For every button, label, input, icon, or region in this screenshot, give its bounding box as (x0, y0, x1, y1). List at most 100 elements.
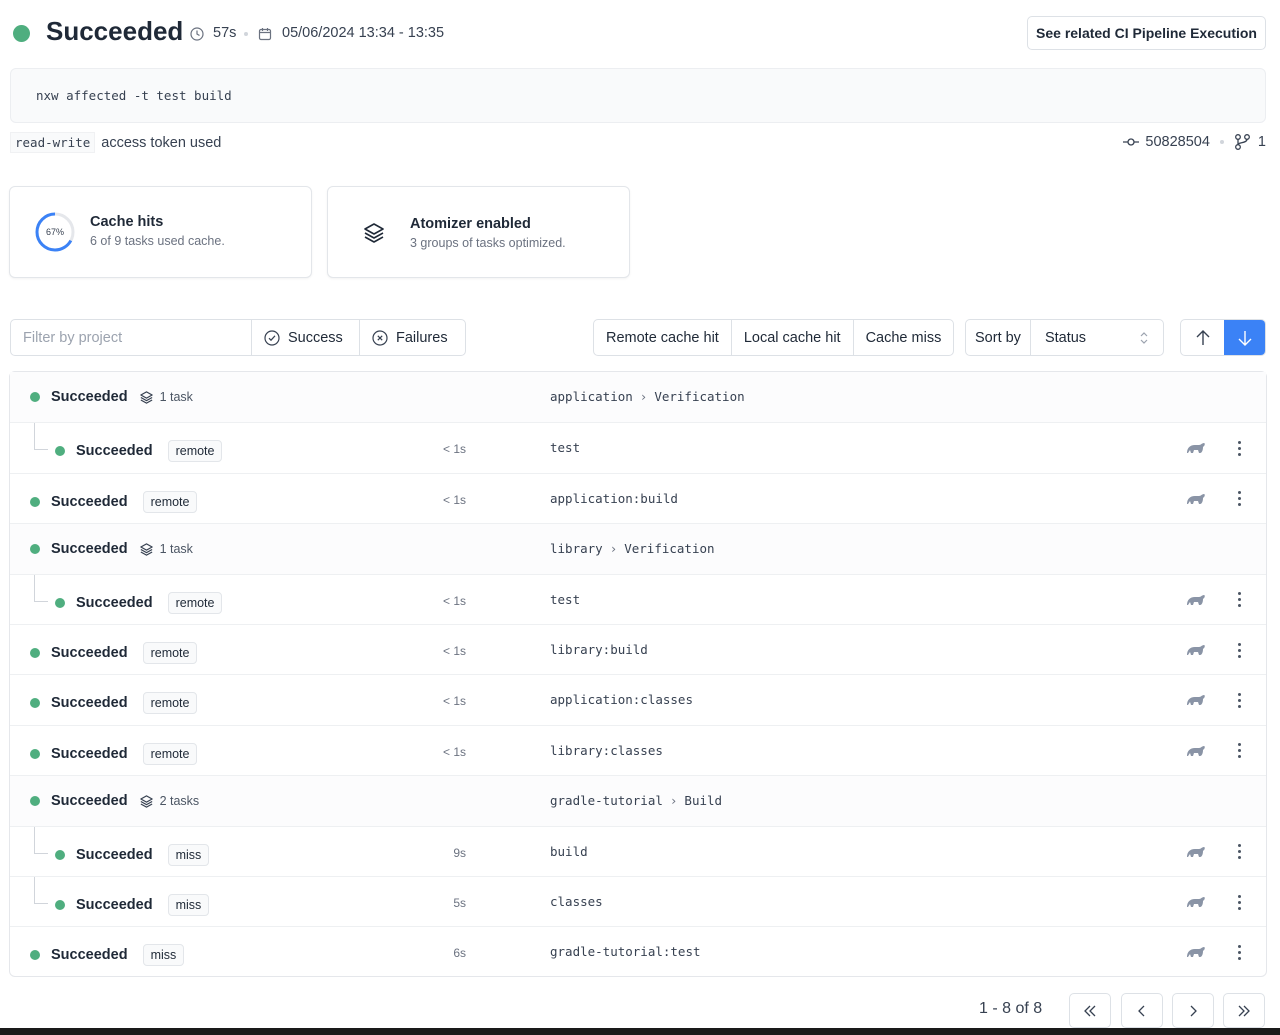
task-target[interactable]: application:classes (550, 692, 693, 707)
arrow-up-icon (1196, 329, 1209, 345)
task-row[interactable]: Succeeded remote < 1s library:classes (10, 724, 1266, 775)
gradle-icon (1187, 947, 1205, 958)
chevron-right-icon: › (639, 389, 648, 404)
remote-cache-hit-filter[interactable]: Remote cache hit (606, 329, 719, 346)
task-target[interactable]: test (550, 592, 580, 607)
task-row[interactable]: Succeeded remote < 1s library:build (10, 624, 1266, 674)
cache-badge: miss (167, 894, 210, 916)
status-label: Succeeded (76, 897, 153, 913)
more-options-icon[interactable] (1234, 891, 1244, 913)
success-filter-button[interactable]: Success (251, 320, 359, 355)
cache-badge: remote (142, 490, 198, 513)
task-target[interactable]: library:build (550, 642, 648, 657)
status-dot (30, 950, 40, 961)
status-dot (55, 849, 65, 860)
status: Succeeded remote (30, 642, 198, 664)
cache-miss-filter[interactable]: Cache miss (852, 320, 954, 355)
task-group-row[interactable]: Succeeded 1 task application › Verification (10, 372, 1266, 423)
gradle-icon (1187, 493, 1205, 504)
status-dot (55, 446, 65, 457)
task-target[interactable]: classes (550, 894, 603, 909)
target-name: gradle-tutorial:test (550, 944, 701, 960)
gradle-icon (1187, 594, 1205, 605)
task-row[interactable]: Succeeded miss 9s build (10, 825, 1266, 876)
task-count: 1 task (139, 542, 193, 557)
previous-page-button[interactable] (1121, 993, 1163, 1028)
more-options-icon[interactable] (1234, 841, 1244, 863)
local-cache-hit-filter[interactable]: Local cache hit (730, 320, 853, 355)
page-title: Succeeded (46, 16, 184, 46)
duration: 57s (213, 25, 237, 41)
task-target[interactable]: test (550, 440, 580, 455)
sort-ascending-button[interactable] (1181, 320, 1224, 355)
task-row[interactable]: Succeeded miss 6s gradle-tutorial:test (10, 926, 1266, 976)
filter-by-project-input[interactable]: Filter by project (23, 329, 123, 346)
status: Succeeded remote (55, 440, 223, 463)
task-row[interactable]: Succeeded remote < 1s test (10, 422, 1266, 472)
status: Succeeded 2 tasks (30, 793, 199, 809)
command-box: nxw affected -t test build (10, 68, 1266, 123)
status: Succeeded remote (30, 490, 198, 513)
task-group-row[interactable]: Succeeded 1 task library › Verification (10, 523, 1266, 574)
task-duration: < 1s (442, 694, 466, 709)
more-options-icon[interactable] (1234, 941, 1244, 963)
layers-icon (139, 794, 153, 808)
task-group-row[interactable]: Succeeded 2 tasks gradle-tutorial › Build (10, 775, 1266, 826)
see-related-ci-pipeline-button[interactable]: See related CI Pipeline Execution (1027, 16, 1266, 50)
more-options-icon[interactable] (1234, 639, 1244, 661)
task-target[interactable]: application:build (550, 491, 678, 506)
next-page-button[interactable] (1172, 993, 1214, 1028)
atomizer-card: Atomizer enabled 3 groups of tasks optim… (327, 186, 630, 278)
task-duration: < 1s (442, 644, 466, 658)
task-row[interactable]: Succeeded miss 5s classes (10, 876, 1266, 926)
task-target[interactable]: application › Verification (550, 389, 745, 404)
task-target[interactable]: library › Verification (550, 541, 715, 556)
cache-hits-progress-ring: 67% (35, 212, 75, 252)
status-dot (13, 25, 30, 42)
first-page-button[interactable] (1069, 993, 1111, 1028)
sort-select[interactable]: Status (1029, 320, 1163, 355)
cache-badge: remote (142, 692, 198, 715)
more-options-icon[interactable] (1234, 437, 1244, 459)
commit-sha[interactable]: 50828504 (1145, 134, 1210, 150)
commit-icon (1123, 138, 1140, 146)
task-target[interactable]: library:classes (550, 743, 663, 758)
separator-dot (1219, 140, 1224, 144)
more-options-icon[interactable] (1234, 488, 1244, 510)
status: Succeeded miss (55, 843, 210, 866)
task-target[interactable]: build (550, 844, 588, 859)
status: Succeeded remote (30, 742, 198, 765)
sort-descending-button[interactable] (1224, 320, 1265, 355)
task-list: Succeeded 1 task application › Verification S… (9, 371, 1267, 977)
calendar-icon (258, 28, 272, 41)
task-row[interactable]: Succeeded remote < 1s application:build (10, 472, 1266, 523)
gradle-icon (1187, 443, 1205, 454)
more-options-icon[interactable] (1234, 689, 1244, 711)
task-target[interactable]: gradle-tutorial:test (550, 944, 701, 959)
more-options-icon[interactable] (1234, 589, 1244, 611)
more-options-icon[interactable] (1234, 740, 1244, 762)
task-count-label: 1 task (159, 390, 193, 404)
task-row[interactable]: Succeeded remote < 1s test (10, 573, 1266, 624)
task-row[interactable]: Succeeded remote < 1s application:classes (10, 674, 1266, 724)
cache-hits-card: 67% Cache hits 6 of 9 tasks used cache. (9, 186, 312, 278)
atomizer-title: Atomizer enabled (410, 216, 531, 232)
target-name: library:classes (550, 742, 663, 758)
layers-icon (139, 390, 153, 404)
status-dot (30, 496, 40, 507)
atomizer-subtitle: 3 groups of tasks optimized. (410, 236, 566, 250)
status-dot (30, 698, 40, 709)
failures-filter-button[interactable]: Failures (359, 320, 465, 355)
status-label: Succeeded (76, 443, 153, 460)
task-count: 1 task (139, 390, 193, 405)
status: Succeeded remote (30, 692, 198, 715)
status-dot (30, 748, 40, 759)
last-page-button[interactable] (1223, 993, 1265, 1028)
cache-badge: remote (167, 591, 223, 614)
task-target[interactable]: gradle-tutorial › Build (550, 793, 722, 808)
tree-connector (34, 826, 48, 854)
cache-badge: remote (142, 642, 198, 664)
task-duration: 9s (453, 845, 466, 860)
tree-connector (34, 877, 48, 904)
access-token-info: read-write access token used (10, 132, 221, 153)
